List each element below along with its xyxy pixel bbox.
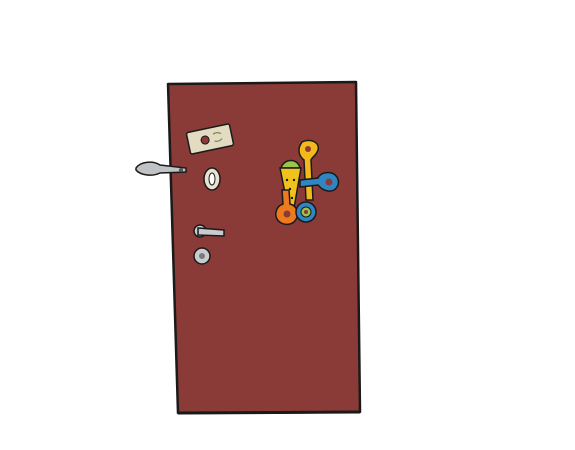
key-body bbox=[299, 171, 340, 192]
key-hole bbox=[304, 210, 308, 214]
handle-lever bbox=[197, 227, 225, 237]
door bbox=[166, 80, 362, 415]
key-hole bbox=[283, 210, 291, 218]
plate bbox=[185, 123, 235, 155]
yellow-key bbox=[298, 139, 319, 201]
cone-dot bbox=[290, 196, 294, 200]
door-chain bbox=[135, 161, 187, 176]
chain-handle bbox=[135, 161, 187, 176]
peephole bbox=[203, 167, 221, 191]
chain-screw bbox=[179, 168, 183, 172]
blue-key bbox=[299, 171, 340, 192]
key-hole bbox=[325, 178, 333, 186]
peephole-lens bbox=[208, 172, 216, 186]
key-body bbox=[275, 189, 299, 226]
cylinder-core bbox=[199, 253, 205, 259]
round-key bbox=[295, 201, 317, 223]
key-hole bbox=[305, 146, 311, 152]
lever-handle bbox=[193, 224, 225, 238]
lock-cylinder bbox=[193, 247, 211, 265]
name-plate bbox=[185, 123, 235, 155]
door-bottom-edge bbox=[177, 410, 361, 415]
orange-key bbox=[275, 189, 299, 226]
plate-decoration bbox=[212, 132, 223, 142]
cone-dot bbox=[285, 178, 289, 182]
keys bbox=[275, 139, 340, 226]
cone-dot bbox=[292, 178, 296, 182]
key-body bbox=[298, 139, 319, 201]
plate-mark bbox=[200, 135, 210, 145]
